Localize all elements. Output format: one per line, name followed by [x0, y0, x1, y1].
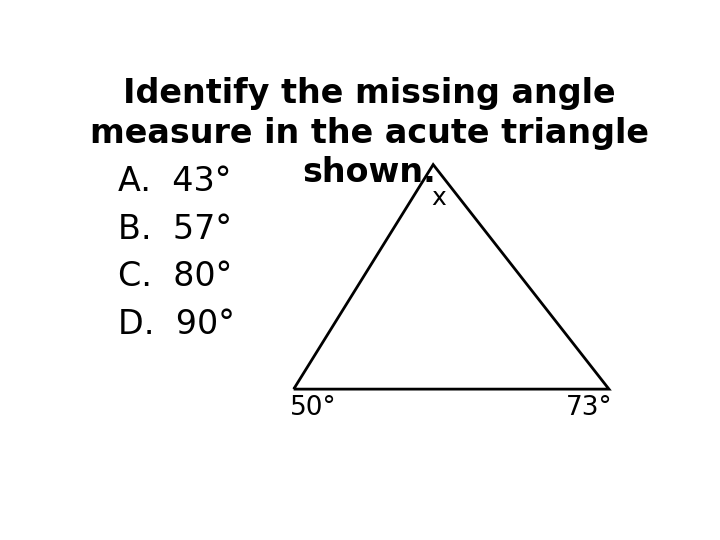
Text: C.  80°: C. 80° [118, 260, 232, 293]
Text: x: x [431, 186, 446, 210]
Text: Identify the missing angle: Identify the missing angle [122, 77, 616, 110]
Text: measure in the acute triangle: measure in the acute triangle [89, 117, 649, 150]
Text: A.  43°: A. 43° [118, 165, 231, 198]
Text: 73°: 73° [566, 395, 613, 421]
Text: shown.: shown. [302, 156, 436, 190]
Text: D.  90°: D. 90° [118, 308, 235, 341]
Text: B.  57°: B. 57° [118, 213, 232, 246]
Text: 50°: 50° [290, 395, 336, 421]
